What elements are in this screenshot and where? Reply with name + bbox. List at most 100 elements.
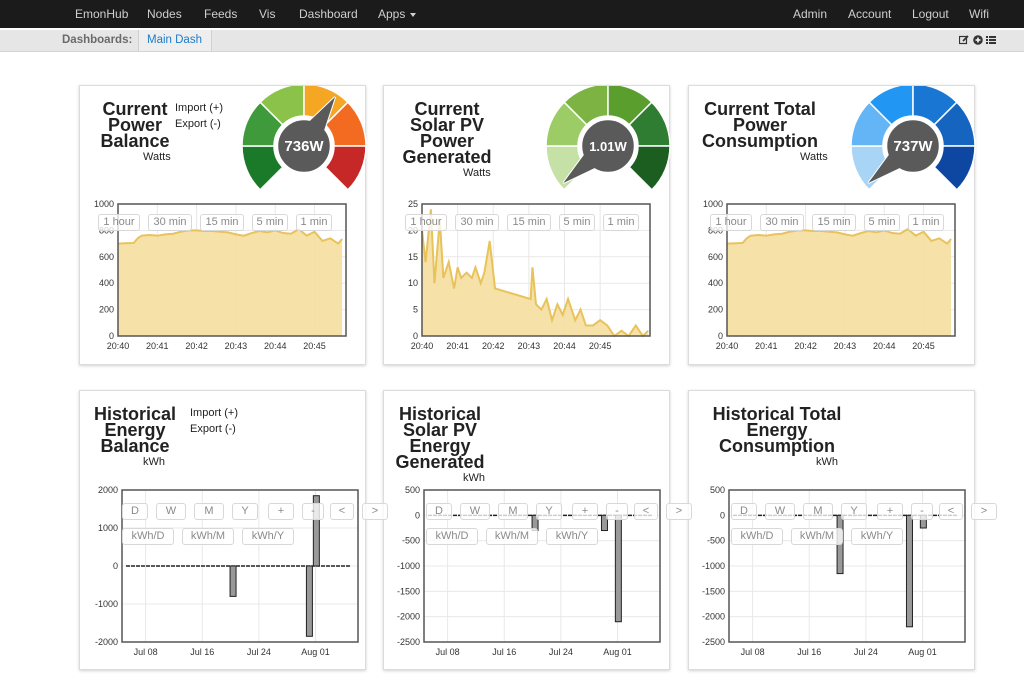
- x-tick-label: 20:45: [303, 341, 326, 351]
- nav-feeds[interactable]: Feeds: [204, 7, 238, 21]
- unit-button[interactable]: kWh/M: [182, 528, 234, 545]
- unit-button[interactable]: kWh/D: [731, 528, 783, 545]
- hist-button[interactable]: D: [122, 503, 148, 520]
- x-tick-label: Jul 08: [134, 647, 158, 657]
- hist-button[interactable]: D: [731, 503, 757, 520]
- nav-emonhub[interactable]: EmonHub: [75, 7, 129, 21]
- hist-button[interactable]: W: [460, 503, 490, 520]
- time-button[interactable]: 5 min: [559, 214, 595, 231]
- hist-button[interactable]: Y: [841, 503, 867, 520]
- hist-button[interactable]: M: [194, 503, 224, 520]
- title-line: Energy: [104, 420, 166, 440]
- hist-button[interactable]: <: [939, 503, 963, 520]
- time-button[interactable]: 5 min: [864, 214, 900, 231]
- time-button[interactable]: 1 hour: [405, 214, 447, 231]
- title-line: Historical: [398, 404, 482, 424]
- unit-button[interactable]: kWh/Y: [242, 528, 294, 545]
- plot-frame: [423, 489, 661, 643]
- unit-button[interactable]: kWh/D: [122, 528, 174, 545]
- time-button[interactable]: 1 min: [296, 214, 332, 231]
- gauge-segment: [324, 145, 367, 191]
- x-tick-label: Aug 01: [301, 647, 330, 657]
- edit-icon[interactable]: [959, 35, 969, 45]
- y-tick-label: -500: [707, 536, 725, 546]
- hist-button[interactable]: -: [302, 503, 324, 520]
- tab-main-dash[interactable]: Main Dash: [138, 30, 212, 51]
- add-circle-icon[interactable]: [973, 35, 983, 45]
- hist-button[interactable]: M: [498, 503, 528, 520]
- hist-button[interactable]: Y: [232, 503, 258, 520]
- hist-balance-chart: -2000 -1000 0 1000 2000 Jul 08 Jul 16 Jul 24 Aug…: [95, 485, 359, 657]
- nav-admin[interactable]: Admin: [793, 7, 828, 21]
- x-tick-label: 20:43: [225, 341, 248, 351]
- y-tick-label: -2000: [397, 612, 420, 622]
- hist-button[interactable]: D: [426, 503, 452, 520]
- unit-button[interactable]: kWh/D: [426, 528, 478, 545]
- hist-button[interactable]: W: [156, 503, 186, 520]
- hist-button[interactable]: Y: [536, 503, 562, 520]
- hist-button[interactable]: -: [606, 503, 628, 520]
- y-tick-label: -2000: [702, 612, 725, 622]
- hist-button[interactable]: <: [330, 503, 354, 520]
- nav-apps[interactable]: Apps: [378, 0, 417, 28]
- hist-button[interactable]: +: [268, 503, 294, 520]
- title-line: Balance: [100, 131, 170, 151]
- hist-button[interactable]: W: [765, 503, 795, 520]
- unit-button[interactable]: kWh/Y: [546, 528, 598, 545]
- x-tick-label: Jul 24: [549, 647, 573, 657]
- x-tick-label: Jul 16: [492, 647, 516, 657]
- title-line: Solar PV: [402, 420, 478, 440]
- hist-button[interactable]: >: [362, 503, 388, 520]
- nav-dashboard[interactable]: Dashboard: [299, 7, 358, 21]
- hist-button[interactable]: +: [877, 503, 903, 520]
- hist-button[interactable]: <: [634, 503, 658, 520]
- y-tick-label: 400: [99, 278, 114, 288]
- x-tick-label: 20:44: [873, 341, 896, 351]
- hist-button[interactable]: M: [803, 503, 833, 520]
- bar: [600, 514, 608, 532]
- hist-button[interactable]: +: [572, 503, 598, 520]
- x-tick-label: Aug 01: [908, 647, 937, 657]
- nav-nodes[interactable]: Nodes: [147, 7, 182, 21]
- time-button[interactable]: 30 min: [148, 214, 192, 231]
- nav-logout[interactable]: Logout: [912, 7, 949, 21]
- time-button[interactable]: 15 min: [812, 214, 856, 231]
- unit-button[interactable]: kWh/Y: [851, 528, 903, 545]
- hist-button[interactable]: >: [666, 503, 692, 520]
- nav-wifi[interactable]: Wifi: [969, 7, 989, 21]
- title-line: Current: [102, 99, 168, 119]
- x-tick-label: Jul 08: [741, 647, 765, 657]
- time-button[interactable]: 1 hour: [98, 214, 140, 231]
- plot-frame: [121, 489, 359, 643]
- unit-button[interactable]: kWh/M: [791, 528, 843, 545]
- time-button[interactable]: 1 min: [603, 214, 639, 231]
- y-tick-label: 0: [109, 331, 114, 341]
- solar-pv-title: Current Solar PV Power Generated: [396, 99, 498, 166]
- hist-button[interactable]: >: [971, 503, 997, 520]
- y-tick-label: -1000: [702, 561, 725, 571]
- list-icon[interactable]: [986, 35, 996, 45]
- gauge-segment: [259, 86, 305, 126]
- nav-account[interactable]: Account: [848, 7, 892, 21]
- time-button[interactable]: 15 min: [200, 214, 244, 231]
- time-button[interactable]: 30 min: [760, 214, 804, 231]
- hist-total-title: Historical Total Energy Consumption: [704, 405, 850, 455]
- y-tick-label: 5: [413, 305, 418, 315]
- time-button[interactable]: 1 min: [908, 214, 944, 231]
- time-button[interactable]: 1 hour: [710, 214, 752, 231]
- solar-pv-gauge: 1.01W: [545, 86, 671, 191]
- area-fill: [118, 229, 343, 336]
- y-tick-label: 15: [408, 252, 418, 262]
- time-button[interactable]: 15 min: [507, 214, 551, 231]
- bar: [229, 565, 237, 597]
- series-line: [726, 227, 952, 245]
- title-line: Current: [414, 99, 480, 119]
- time-button[interactable]: 30 min: [455, 214, 499, 231]
- time-button[interactable]: 5 min: [252, 214, 288, 231]
- unit-button[interactable]: kWh/M: [486, 528, 538, 545]
- x-tick-label: 20:42: [482, 341, 505, 351]
- nav-vis[interactable]: Vis: [259, 7, 276, 21]
- y-tick-label: -2000: [95, 637, 118, 647]
- hist-balance-title: Historical Energy Balance: [88, 405, 182, 455]
- hist-button[interactable]: -: [911, 503, 933, 520]
